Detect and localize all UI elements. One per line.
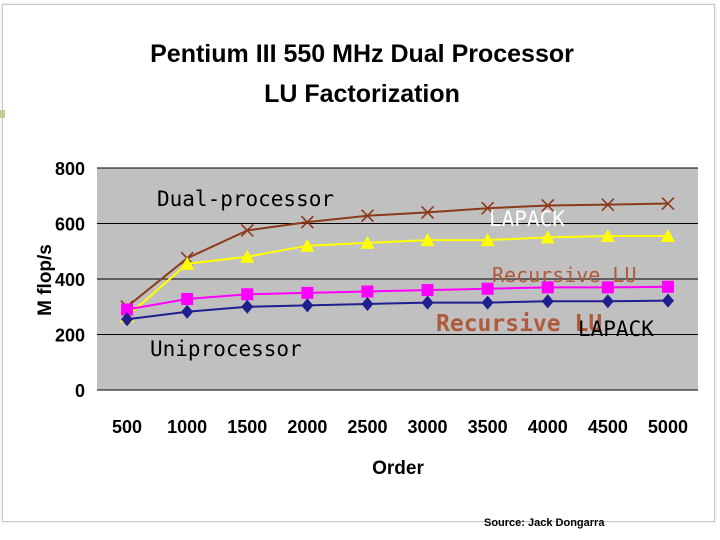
data-point [301, 298, 314, 313]
y-tick-label: 200 [55, 326, 85, 346]
data-point [181, 292, 194, 305]
y-tick-label: 400 [55, 270, 85, 290]
data-point [360, 209, 375, 223]
data-point [301, 286, 314, 299]
data-point [541, 281, 554, 294]
annotation-lapack-uni: LAPACK [578, 317, 654, 341]
x-tick-label: 4000 [528, 417, 568, 437]
x-tick-label: 500 [112, 417, 142, 437]
data-point [240, 249, 255, 263]
series-x [120, 196, 675, 314]
chart-title-line-1: Pentium III 550 MHz Dual Processor [150, 40, 574, 68]
data-point [241, 288, 254, 301]
source-credit: Source: Jack Dongarra [484, 517, 605, 529]
data-point [481, 282, 494, 295]
x-tick-label: 2500 [347, 417, 387, 437]
annotation-lapack-dual: LAPACK [489, 207, 565, 231]
data-point [121, 312, 134, 327]
y-tick-label: 600 [55, 215, 85, 235]
series-line [126, 202, 668, 308]
x-tick-label: 1500 [227, 417, 267, 437]
data-point [180, 256, 195, 270]
data-point [421, 295, 434, 310]
data-point [661, 196, 675, 211]
data-point [661, 293, 674, 308]
data-point [481, 201, 495, 215]
data-point [121, 303, 134, 316]
data-point [600, 228, 615, 242]
x-tick-label: 5000 [648, 417, 688, 437]
series-line [126, 285, 668, 311]
data-point [660, 228, 675, 242]
x-tick-label: 3500 [468, 417, 508, 437]
series-line [126, 299, 668, 321]
data-point [300, 215, 314, 229]
data-point [240, 223, 254, 238]
annotation-recursive-lu-uni: Recursive LU [436, 311, 602, 337]
annotation-recursive-lu-dual: Recursive LU [492, 263, 637, 287]
x-tick-label: 2000 [287, 417, 327, 437]
data-point [480, 233, 495, 247]
y-tick-label: 800 [55, 159, 85, 179]
annotation-dual-processor: Dual-processor [157, 187, 334, 211]
data-point [601, 294, 614, 309]
data-point [481, 295, 494, 310]
data-point [360, 235, 375, 249]
data-point [361, 285, 374, 298]
x-tick-label: 3000 [408, 417, 448, 437]
series-triangle [120, 228, 675, 323]
x-tick-label: 1000 [167, 417, 207, 437]
x-tick-label: 4500 [588, 417, 628, 437]
data-point [181, 304, 194, 319]
series-square [121, 280, 674, 316]
data-point [661, 280, 674, 293]
data-point [361, 296, 374, 311]
data-point [420, 205, 435, 219]
data-point [421, 284, 434, 297]
data-point [541, 294, 554, 309]
data-point [241, 299, 254, 314]
data-point [541, 198, 555, 213]
data-point [540, 230, 555, 244]
y-tick-label: 0 [75, 381, 85, 401]
data-point [601, 281, 614, 294]
data-point [300, 238, 315, 252]
series-diamond [121, 293, 674, 327]
data-point [601, 198, 615, 212]
accent-mark [0, 110, 5, 118]
annotation-uniprocessor: Uniprocessor [150, 337, 302, 361]
x-axis-label: Order [372, 458, 424, 479]
data-point [420, 233, 435, 247]
series-line [126, 234, 668, 318]
y-axis-label: M flop/s [35, 244, 56, 316]
chart-title-line-2: LU Factorization [264, 80, 460, 108]
